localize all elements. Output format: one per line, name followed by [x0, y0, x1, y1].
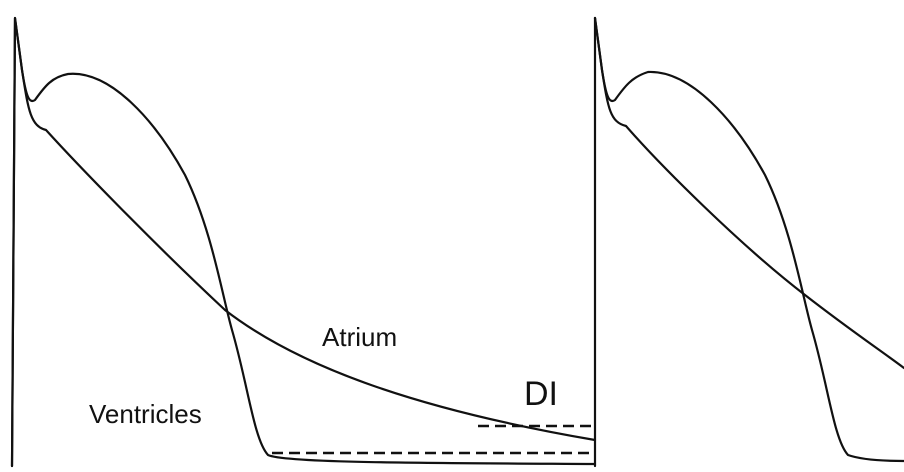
atrial-action-potential-1 [10, 16, 597, 468]
ventricular-action-potential-1 [10, 16, 597, 468]
ventricles-label: Ventricles [89, 399, 202, 429]
atrium-label: Atrium [322, 322, 397, 352]
di-label: DI [524, 375, 558, 413]
ventricular-action-potential-2 [593, 16, 904, 463]
atrial-action-potential-2 [593, 16, 904, 370]
